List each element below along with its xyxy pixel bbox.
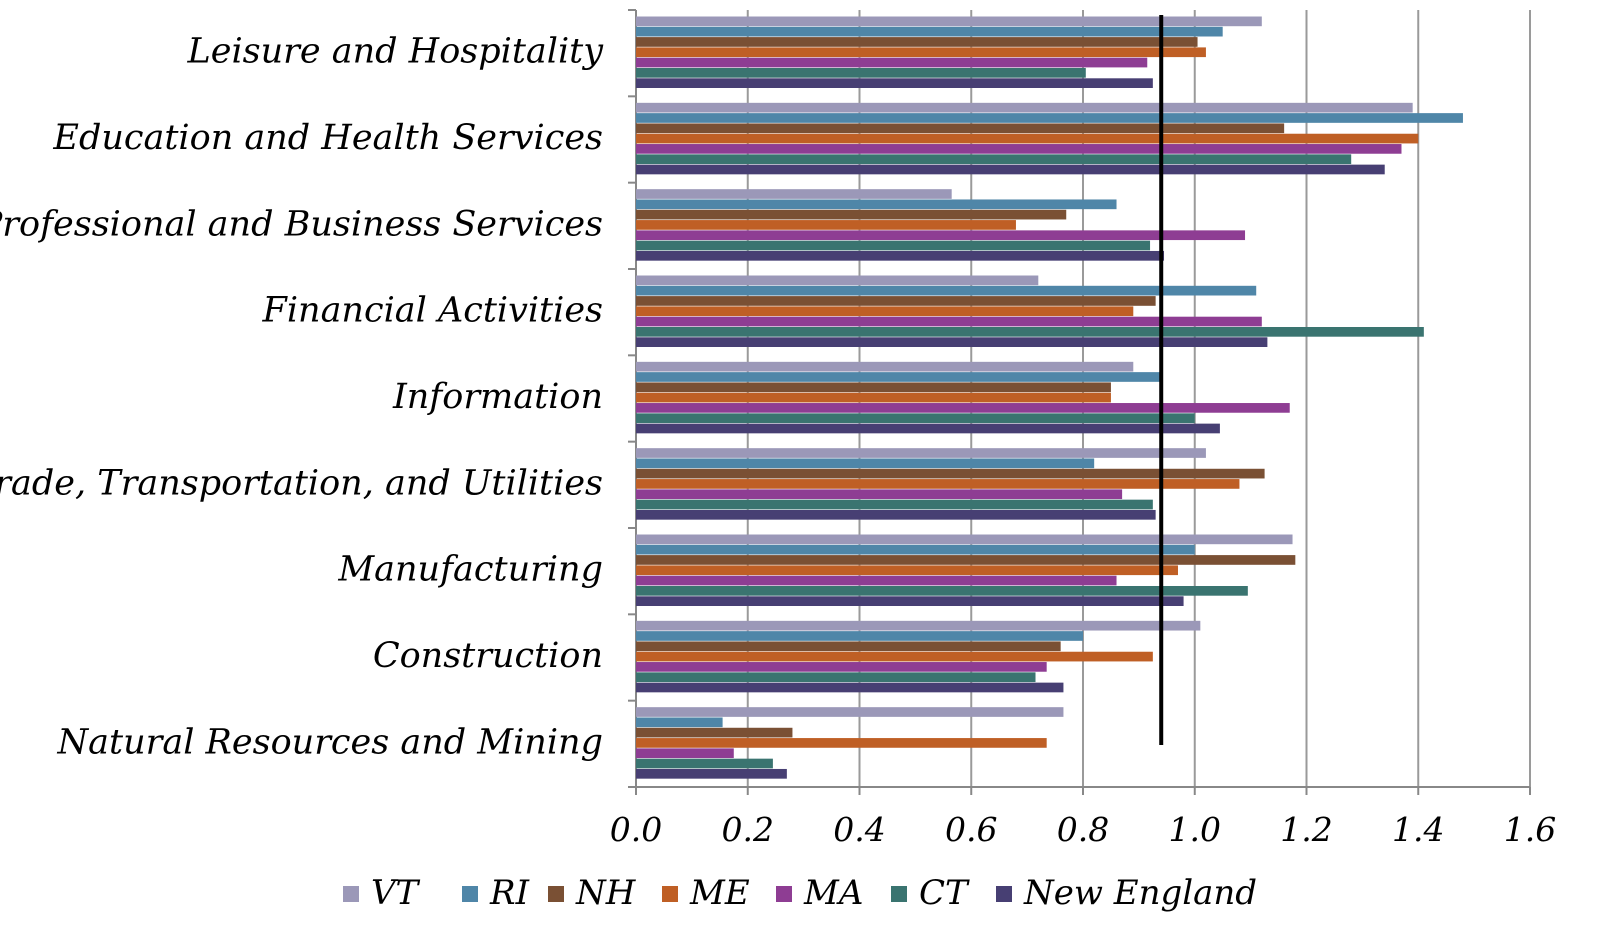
bar [636, 544, 1195, 555]
category-label: Construction [373, 636, 603, 676]
bar [636, 382, 1111, 393]
legend-label: RI [489, 873, 530, 913]
x-tick-label: 0.2 [722, 810, 774, 849]
bar [636, 509, 1156, 520]
bar [636, 727, 793, 738]
bar [636, 682, 1064, 693]
bar [636, 717, 723, 728]
bar [636, 662, 1047, 672]
bar [636, 707, 1064, 717]
legend-swatch [343, 886, 359, 902]
x-tick-label: 1.0 [1169, 810, 1221, 849]
category-label: Trade, Transportation, and Utilities [0, 463, 603, 503]
bar [636, 285, 1257, 296]
bar [636, 123, 1285, 134]
bar [636, 499, 1153, 510]
bar [636, 306, 1134, 317]
bar [636, 641, 1061, 652]
bar [636, 651, 1153, 662]
bar [636, 209, 1067, 220]
bar [636, 337, 1268, 347]
legend-swatch [891, 886, 907, 902]
bar [636, 113, 1463, 123]
bar [636, 479, 1240, 489]
legend-swatch [548, 886, 564, 902]
bar [636, 164, 1385, 175]
bar [636, 275, 1039, 286]
bar [636, 220, 1016, 230]
bar [636, 189, 952, 199]
bar [636, 448, 1206, 458]
x-tick-label: 0.6 [945, 810, 997, 849]
bar [636, 199, 1117, 210]
bar [636, 596, 1184, 606]
bar [636, 738, 1047, 748]
legend-label: MA [803, 873, 863, 913]
bar [636, 372, 1162, 382]
bar [636, 250, 1165, 261]
bar [636, 458, 1095, 469]
category-label: Professional and Business Services [0, 204, 603, 244]
legend-swatch [776, 886, 792, 902]
bar [636, 423, 1220, 434]
category-label: Leisure and Hospitality [187, 32, 605, 72]
legend-label: ME [689, 873, 750, 913]
bar [636, 403, 1290, 413]
bar [636, 16, 1262, 27]
bar [636, 26, 1223, 37]
legend-label: CT [919, 873, 970, 913]
x-tick-label: 0.8 [1057, 810, 1109, 849]
bar [636, 768, 787, 779]
legend-label: NH [575, 873, 637, 913]
bar [636, 144, 1402, 154]
x-tick-label: 1.2 [1280, 810, 1332, 849]
bar [636, 133, 1419, 144]
bar [636, 631, 1083, 641]
bar [636, 555, 1296, 565]
bar [636, 68, 1086, 78]
bar [636, 468, 1265, 479]
bar [636, 758, 773, 769]
category-label: Information [392, 377, 603, 417]
bar [636, 361, 1134, 372]
bar [636, 392, 1111, 403]
category-label: Financial Activities [262, 291, 603, 331]
bar [636, 240, 1151, 251]
category-label: Manufacturing [337, 550, 603, 590]
bar [636, 586, 1248, 596]
category-label: Education and Health Services [52, 118, 603, 158]
legend-swatch [662, 886, 678, 902]
bar [636, 534, 1293, 545]
x-tick-label: 0.0 [610, 810, 662, 849]
bar [636, 748, 734, 759]
bar [636, 102, 1413, 113]
legend-label: VT [371, 873, 421, 913]
bar [636, 296, 1156, 306]
bar [636, 230, 1246, 241]
bar [636, 413, 1195, 424]
bar [636, 47, 1206, 58]
bar [636, 316, 1262, 327]
bar [636, 620, 1201, 631]
legend-swatch [462, 886, 478, 902]
bar [636, 672, 1036, 683]
bar [636, 565, 1178, 576]
bar [636, 489, 1123, 500]
bar [636, 327, 1424, 337]
legend-swatch [996, 886, 1012, 902]
bar [636, 575, 1117, 586]
x-tick-label: 0.4 [833, 810, 885, 849]
bar [636, 37, 1198, 47]
legend-label: New England [1023, 873, 1257, 913]
category-label: Natural Resources and Mining [57, 722, 603, 762]
bar [636, 154, 1352, 165]
x-tick-label: 1.4 [1392, 810, 1444, 849]
bar [636, 57, 1148, 68]
x-tick-label: 1.6 [1504, 810, 1556, 849]
bar [636, 78, 1153, 88]
